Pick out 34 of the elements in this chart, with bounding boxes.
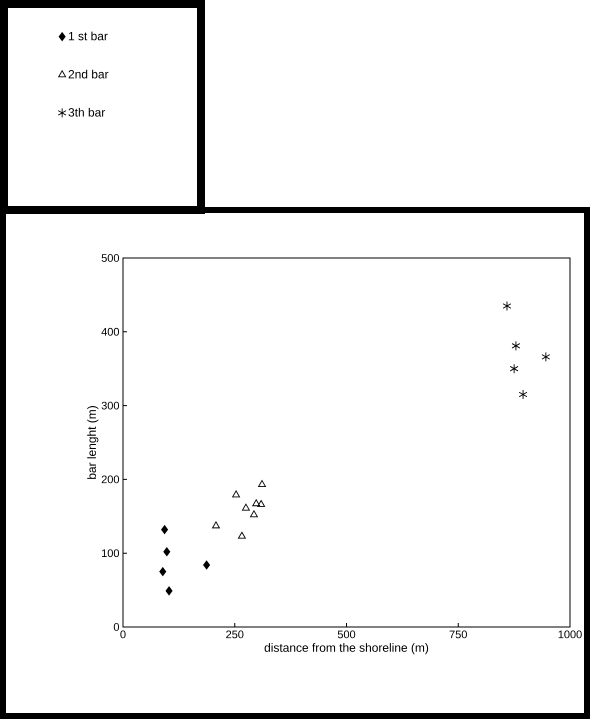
y-axis-title: bar lenght (m) (87, 406, 98, 479)
point (203, 560, 210, 570)
point (542, 352, 550, 362)
legend-label: 1 st bar (68, 32, 108, 40)
legend-label: 3th bar (68, 108, 106, 117)
legend-label: 2nd bar (68, 70, 108, 78)
x-tick-label: 500 (338, 630, 356, 638)
point (161, 525, 168, 534)
point (238, 532, 246, 539)
point (252, 499, 260, 506)
x-tick-label: 250 (226, 630, 244, 638)
x-tick-label: 1000 (558, 630, 582, 638)
y-tick-label: 300 (102, 402, 120, 410)
x-axis-title: distance from the shoreline (m) (264, 643, 428, 654)
y-tick-label: 400 (101, 328, 120, 336)
point (257, 500, 266, 507)
y-tick-label: 200 (102, 476, 120, 484)
point (258, 480, 266, 488)
point (518, 390, 528, 400)
x-tick-label: 0 (120, 630, 126, 638)
point (159, 567, 166, 576)
point (502, 301, 512, 311)
point (510, 364, 518, 374)
y-tick-label: 0 (114, 623, 120, 631)
y-tick-label: 500 (102, 254, 120, 262)
point (163, 547, 170, 556)
point (512, 340, 520, 351)
y-tick-label: 100 (102, 549, 120, 558)
point (212, 521, 220, 528)
point (166, 586, 172, 596)
x-tick-label: 750 (450, 630, 467, 638)
point (250, 510, 258, 518)
point (232, 490, 240, 498)
point (242, 504, 250, 511)
